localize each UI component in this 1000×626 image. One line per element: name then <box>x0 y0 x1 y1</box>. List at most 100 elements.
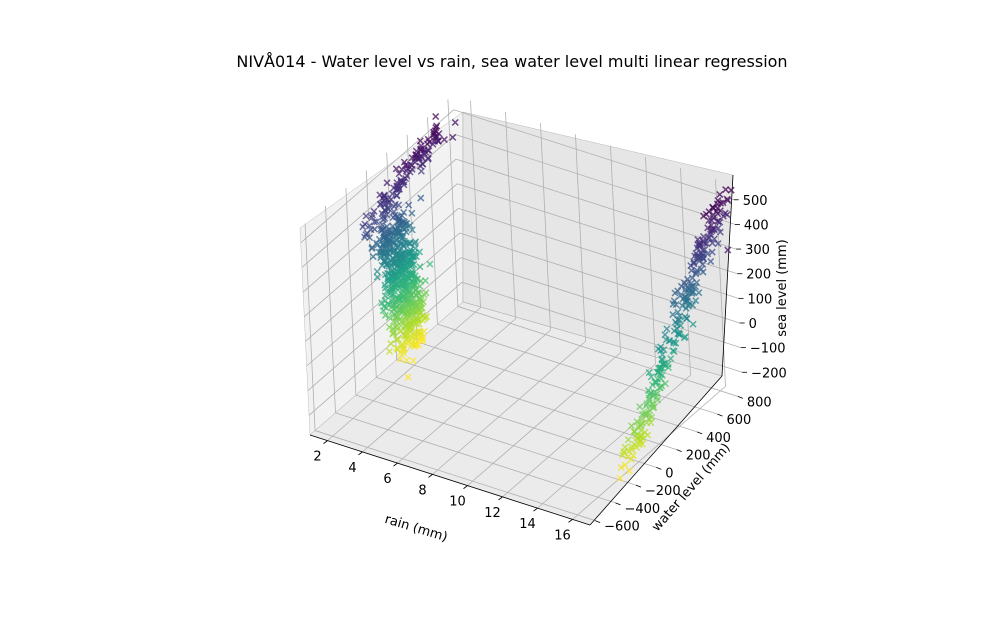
data-point <box>699 232 708 241</box>
data-point <box>385 323 393 331</box>
data-point <box>370 218 379 226</box>
data-point <box>389 330 397 338</box>
data-point <box>705 208 713 216</box>
data-point <box>382 207 390 215</box>
x-tick-label: 2 <box>313 450 321 465</box>
x-tick-mark <box>323 440 328 444</box>
data-point <box>408 209 416 217</box>
data-point <box>675 330 684 338</box>
data-point <box>620 448 628 456</box>
data-point <box>373 267 381 276</box>
data-point <box>389 213 397 221</box>
data-point <box>684 294 692 302</box>
y-tick-label: 200 <box>686 449 711 464</box>
data-point <box>397 327 405 335</box>
y-tick-label: 800 <box>747 395 772 410</box>
data-point <box>426 260 434 268</box>
z-grid-line-left <box>307 257 462 391</box>
data-point <box>638 410 646 418</box>
data-point <box>634 435 642 443</box>
y-tick-mark <box>676 449 682 453</box>
data-point <box>394 335 402 343</box>
y-tick-mark <box>656 466 662 470</box>
data-point <box>657 346 665 355</box>
data-point <box>424 154 432 162</box>
data-point <box>707 221 715 229</box>
data-point <box>365 222 374 230</box>
data-point <box>401 333 409 341</box>
x-tick-label: 16 <box>554 528 571 543</box>
data-point <box>388 190 396 198</box>
data-point <box>408 154 416 162</box>
data-point <box>674 308 682 316</box>
data-point <box>405 201 413 209</box>
data-point <box>658 355 666 363</box>
data-point <box>385 347 394 355</box>
z-grid-line-left <box>308 281 463 416</box>
y-tick-label: 600 <box>727 413 752 428</box>
y-grid-line-floor <box>437 323 718 415</box>
data-point <box>682 288 690 296</box>
data-point <box>392 275 400 283</box>
data-point <box>617 463 625 472</box>
data-point <box>722 186 730 194</box>
x-tick-label: 4 <box>348 461 356 476</box>
data-point <box>667 355 675 363</box>
data-point <box>424 135 432 143</box>
data-point <box>415 320 423 328</box>
z-tick-label: 400 <box>744 218 769 233</box>
data-point <box>392 336 400 344</box>
data-point <box>395 292 403 300</box>
data-point <box>390 208 398 216</box>
data-point <box>380 193 388 201</box>
x-grid-line-back <box>505 111 516 319</box>
data-point <box>380 234 388 242</box>
data-point <box>630 428 638 436</box>
z-grid-line-left <box>302 158 457 293</box>
x-axis-line <box>309 434 591 526</box>
z-tick-label: 300 <box>745 243 770 258</box>
data-point <box>693 244 701 252</box>
data-point <box>377 254 385 262</box>
y-grid-line-back <box>447 99 459 307</box>
data-point <box>677 282 685 290</box>
z-grid-line-right <box>457 183 738 275</box>
data-point <box>682 297 690 305</box>
data-point <box>682 304 690 312</box>
data-point <box>408 340 416 348</box>
z-grid-line-left <box>305 208 459 342</box>
data-point <box>410 333 418 341</box>
data-point <box>624 436 632 444</box>
z-grid-line-left <box>300 109 454 244</box>
z-axis-label: sea level (mm) <box>775 239 790 336</box>
data-point <box>406 270 414 278</box>
data-point <box>727 186 735 194</box>
data-point <box>440 136 448 144</box>
x-tick-label: 8 <box>418 483 426 498</box>
data-point <box>379 216 387 224</box>
x-axis-label: rain (mm) <box>383 512 449 545</box>
data-point <box>368 214 376 222</box>
x-tick-mark <box>498 496 503 501</box>
data-point <box>689 288 697 296</box>
data-point <box>381 311 389 319</box>
y-grid-line-floor <box>457 306 739 397</box>
data-point <box>430 129 438 138</box>
data-point <box>417 167 425 175</box>
y-tick-label: −600 <box>604 520 640 535</box>
data-point <box>402 356 411 364</box>
data-point <box>674 316 682 324</box>
x-grid-line-back <box>610 145 621 353</box>
y-tick-mark <box>737 396 744 399</box>
data-point <box>399 274 407 282</box>
data-point <box>376 191 384 199</box>
data-point <box>384 269 392 277</box>
chart-title: NIVÅ014 - Water level vs rain, sea water… <box>236 52 787 71</box>
data-point <box>391 323 400 331</box>
data-point <box>420 146 428 154</box>
tick-marks: 2 4 6 8 10 12 14 16 −600 −400 −200 0 200 400 600 800 −20… <box>313 194 786 544</box>
data-point <box>398 165 406 173</box>
x-tick-mark <box>393 462 398 467</box>
data-point <box>670 339 678 347</box>
data-point <box>404 373 412 381</box>
